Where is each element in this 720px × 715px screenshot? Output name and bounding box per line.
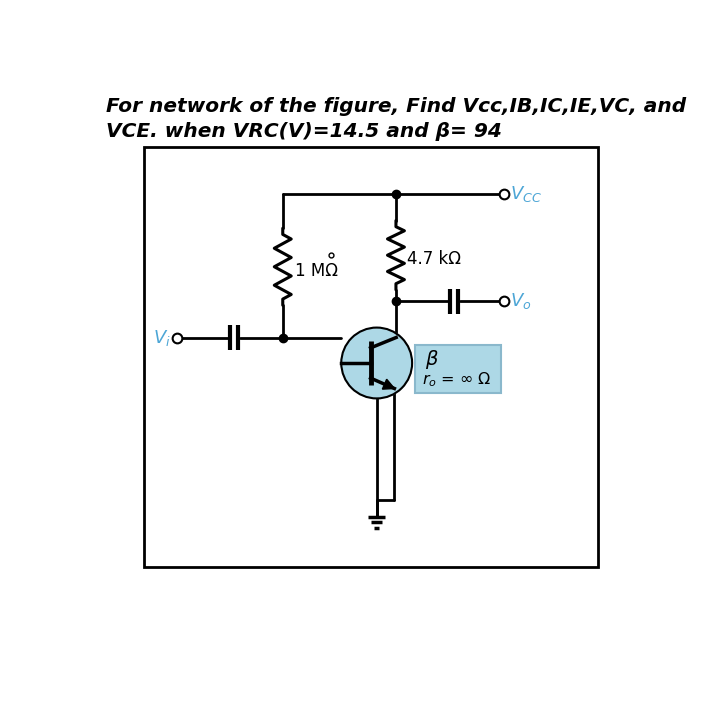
Circle shape (341, 327, 412, 398)
Bar (144, 147, 598, 567)
Text: For network of the figure, Find Vcc,IB,IC,IE,VC, and: For network of the figure, Find Vcc,IB,I… (106, 97, 685, 117)
Polygon shape (382, 379, 395, 389)
Text: 4.7 kΩ: 4.7 kΩ (407, 250, 461, 268)
Text: $V_o$: $V_o$ (510, 292, 531, 312)
Text: β: β (426, 350, 438, 370)
Text: $r_o$ = ∞ Ω: $r_o$ = ∞ Ω (422, 370, 492, 389)
Text: $V_i$: $V_i$ (153, 327, 171, 347)
Text: 1 MΩ: 1 MΩ (295, 262, 338, 280)
Text: $V_{CC}$: $V_{CC}$ (510, 184, 541, 204)
Text: VCE. when VRC(V)=14.5 and β= 94: VCE. when VRC(V)=14.5 and β= 94 (106, 122, 502, 141)
FancyBboxPatch shape (415, 345, 501, 393)
